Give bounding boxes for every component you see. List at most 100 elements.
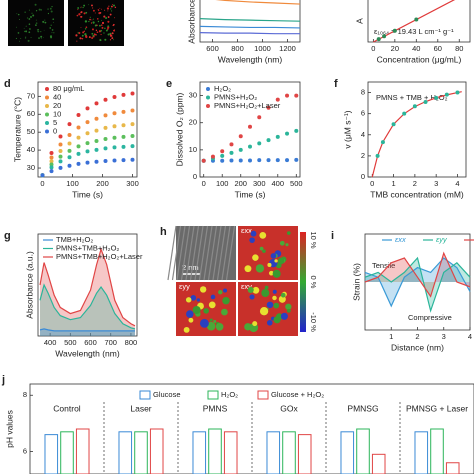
y-tick-label: 50 [27, 127, 35, 136]
point [257, 158, 262, 163]
bar [356, 428, 370, 474]
lattice-fringe [216, 225, 227, 281]
texture-dot [80, 6, 82, 8]
texture-dot [111, 4, 114, 6]
texture-dot [285, 243, 289, 247]
texture-dot [92, 7, 94, 9]
texture-dot [15, 37, 17, 40]
point [94, 128, 99, 133]
y-axis-label: pH values [4, 410, 14, 448]
legend-marker [45, 104, 49, 108]
point [112, 145, 117, 150]
x-tick-label: 600 [206, 44, 219, 53]
texture-dot [188, 317, 194, 323]
point [49, 150, 54, 155]
colorbar-label: 0 % [309, 276, 318, 289]
texture-dot [101, 19, 103, 21]
legend-label: 0 [53, 126, 57, 135]
texture-dot [109, 33, 111, 36]
texture-dot [85, 26, 88, 29]
series-line [199, 32, 300, 35]
bar [134, 431, 148, 474]
point [266, 138, 271, 143]
point [220, 149, 225, 154]
legend-marker [139, 390, 151, 400]
x-tick-label: 20 [391, 44, 399, 53]
point [275, 134, 280, 139]
y-tick-label: 30 [189, 91, 197, 100]
lattice-fringe [212, 225, 222, 281]
texture-dot [266, 319, 273, 326]
point [434, 95, 439, 100]
texture-dot [113, 29, 116, 31]
series-line [199, 25, 301, 29]
point [58, 159, 63, 164]
legend-label: TMB+H₂O₂ [56, 235, 93, 244]
lattice-fringe [176, 225, 186, 281]
texture-dot [272, 289, 277, 294]
texture-dot [35, 10, 38, 12]
texture-dot [252, 286, 260, 294]
x-tick-label: 0 [40, 179, 44, 188]
texture-dot [17, 13, 20, 16]
texture-dot [92, 35, 95, 38]
texture-dot [75, 34, 78, 37]
image-panels: h 2 nm εxx εyy εxy 10 % 0 % -10 % [8, 0, 318, 336]
texture-dot [107, 16, 110, 18]
point [49, 162, 54, 167]
bar [192, 431, 207, 474]
bar [118, 431, 133, 474]
texture-dot [34, 3, 37, 6]
area [40, 328, 135, 336]
texture-dot [221, 308, 228, 316]
point [121, 158, 126, 163]
point [85, 106, 90, 111]
point [130, 144, 135, 149]
plot-frame [367, 81, 467, 178]
texture-dot [28, 28, 31, 31]
point [294, 93, 299, 98]
legend-marker [257, 390, 269, 400]
y-tick-label: 8 [23, 390, 27, 399]
x-axis-label: TMB concentration (mM) [370, 189, 464, 199]
texture-dot [210, 294, 216, 300]
texture-dot [35, 24, 37, 27]
point [229, 158, 234, 163]
texture-dot [274, 259, 278, 263]
legend-marker [45, 95, 49, 100]
point [121, 134, 126, 139]
point [248, 144, 252, 149]
lattice-fringe [198, 225, 209, 281]
texture-dot [104, 38, 107, 41]
scale-bar-label: 2 nm [182, 263, 199, 272]
texture-dot [28, 18, 31, 20]
category-label: PMNSG + Laser [406, 403, 468, 413]
point [67, 133, 72, 138]
texture-dot [37, 30, 40, 33]
texture-dot [203, 308, 209, 314]
texture-dot [91, 28, 94, 31]
plot-frame [199, 81, 301, 178]
texture-dot [80, 15, 82, 18]
panel-letter: j [1, 374, 5, 386]
area [40, 249, 135, 336]
texture-dot [110, 5, 113, 8]
texture-dot [261, 289, 270, 298]
y-tick-label: 20 [189, 118, 197, 127]
texture-dot [38, 37, 41, 40]
legend-marker [45, 112, 49, 117]
y-axis-label: Temperature (°C) [12, 97, 22, 162]
bar [75, 428, 90, 474]
y-axis-label: A [354, 18, 364, 24]
point [210, 154, 215, 159]
texture-dot [79, 37, 82, 40]
x-tick-label: 0 [202, 179, 206, 188]
x-tick-label: 500 [64, 338, 77, 347]
x-tick-label: 800 [231, 44, 244, 53]
legend-marker [206, 87, 210, 91]
y-axis-label: Strain (%) [351, 263, 361, 301]
texture-dot [24, 37, 27, 39]
y-tick-label: 10 [189, 145, 197, 154]
texture-dot [208, 301, 216, 309]
x-tick-label: 0 [371, 44, 375, 53]
